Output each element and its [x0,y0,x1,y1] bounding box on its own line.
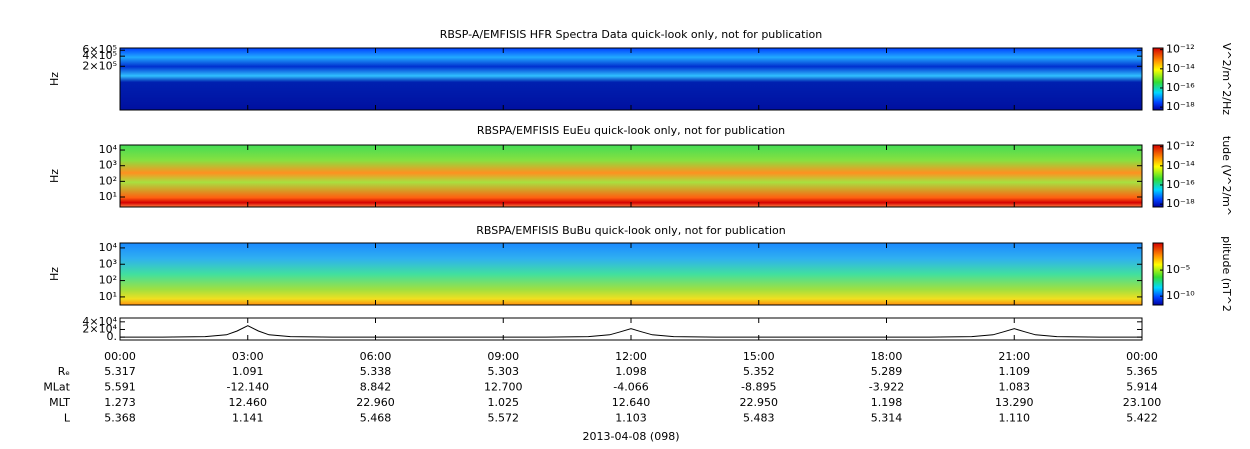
ephemeris-value: 1.141 [232,412,264,425]
colorbar-tick-label: 10⁻¹² [1166,140,1195,153]
spectrogram-image [120,243,1142,305]
ephemeris-value: 5.338 [360,365,392,378]
panel-frame [119,242,1143,306]
colorbar-tick-label: 10⁻¹² [1166,43,1195,56]
spectrogram-image [120,48,1142,110]
ephemeris-value: 5.289 [871,365,903,378]
ephemeris-value: 5.483 [743,412,775,425]
panel-title: RBSP-A/EMFISIS HFR Spectra Data quick-lo… [440,28,823,41]
y-tick-label: 10¹ [99,290,117,303]
ephemeris-value: 5.591 [104,381,136,394]
ephemeris-value: 1.110 [999,412,1031,425]
ephemeris-value: 5.317 [104,365,136,378]
y-tick-label: 10³ [99,257,117,270]
ephemeris-value: 22.960 [356,396,395,409]
spectrogram-image [120,145,1142,207]
x-tick-label: 00:00 [104,350,136,363]
y-tick-label: 6×10⁵ [82,43,117,56]
date-label: 2013-04-08 (098) [582,430,679,443]
ephemeris-value: -12.140 [227,381,269,394]
panel-frame [119,317,1143,341]
ephemeris-value: -3.922 [869,381,904,394]
ephemeris-value: 1.025 [488,396,520,409]
ephemeris-value: 1.103 [615,412,647,425]
y-tick-label: 2×10⁴ [82,322,117,335]
ephemeris-value: 5.352 [743,365,775,378]
y-tick-label: 10⁴ [99,143,118,156]
ephemeris-value: 8.842 [360,381,392,394]
y-tick-label: 10² [99,174,117,187]
x-tick-label: 09:00 [487,350,519,363]
ephemeris-value: 5.368 [104,412,136,425]
colorbar-label: V^2/m^2/Hz [1220,43,1233,115]
y-tick-label: 10² [99,274,117,287]
colorbar-label: plitude (nT^2 [1220,236,1233,312]
y-tick-label: 10⁴ [99,241,118,254]
ephemeris-value: 1.098 [615,365,647,378]
y-axis-label: Hz [48,267,61,281]
colorbar-tick-label: 10⁻¹⁴ [1166,62,1195,75]
y-tick-label: 4×10⁴ [82,315,117,328]
ephemeris-value: 1.273 [104,396,136,409]
y-tick-label: 2×10⁵ [82,59,117,72]
x-tick-label: 18:00 [871,350,903,363]
ephemeris-label: MLT [49,396,70,409]
ephemeris-label: MLat [43,381,70,394]
colorbar-tick-label: 10⁻¹⁰ [1166,289,1195,302]
panel-frame [119,47,1143,111]
colorbar [1152,47,1164,111]
colorbar-tick-label: 10⁻¹⁸ [1166,197,1195,210]
ephemeris-value: 13.290 [995,396,1034,409]
ephemeris-value: -8.895 [741,381,776,394]
panel-frame [119,144,1143,208]
y-tick-label: 10¹ [99,190,117,203]
ephemeris-value: 1.198 [871,396,903,409]
ephemeris-value: 5.914 [1126,381,1158,394]
ephemeris-value: 1.109 [999,365,1031,378]
colorbar-tick-label: 10⁻¹⁴ [1166,159,1195,172]
ephemeris-value: 12.700 [484,381,523,394]
ephemeris-value: 5.572 [488,412,520,425]
panel-title: RBSPA/EMFISIS EuEu quick-look only, not … [477,124,785,137]
ephemeris-value: -4.066 [613,381,648,394]
ephemeris-value: 5.303 [488,365,520,378]
colorbar-tick-label: 10⁻¹⁶ [1166,178,1195,191]
colorbar-tick-label: 10⁻¹⁸ [1166,100,1195,113]
colorbar-label: tude (V^2/m^ [1220,136,1233,216]
x-tick-label: 00:00 [1126,350,1158,363]
x-tick-label: 12:00 [615,350,647,363]
ephemeris-value: 1.091 [232,365,264,378]
ephemeris-label: L [64,412,71,425]
y-tick-label: 10³ [99,159,117,172]
x-tick-label: 06:00 [360,350,392,363]
ephemeris-value: 1.083 [999,381,1031,394]
x-tick-label: 21:00 [998,350,1030,363]
ephemeris-value: 5.314 [871,412,903,425]
ephemeris-value: 12.640 [612,396,651,409]
x-tick-label: 03:00 [232,350,264,363]
ephemeris-value: 5.468 [360,412,392,425]
y-tick-label: 0. [107,330,118,343]
y-tick-label: 4×10⁵ [82,49,117,62]
colorbar-tick-label: 10⁻⁵ [1166,263,1190,276]
ephemeris-value: 23.100 [1123,396,1162,409]
line-series [120,325,1142,338]
ephemeris-value: 5.422 [1126,412,1158,425]
colorbar [1152,242,1164,306]
x-tick-label: 15:00 [743,350,775,363]
ephemeris-label: Rₑ [58,365,70,378]
colorbar [1152,144,1164,208]
y-axis-label: Hz [48,169,61,183]
y-axis-label: Hz [48,72,61,86]
ephemeris-value: 5.365 [1126,365,1158,378]
ephemeris-value: 22.950 [740,396,779,409]
ephemeris-value: 12.460 [229,396,268,409]
panel-title: RBSPA/EMFISIS BuBu quick-look only, not … [476,224,786,237]
colorbar-tick-label: 10⁻¹⁶ [1166,81,1195,94]
